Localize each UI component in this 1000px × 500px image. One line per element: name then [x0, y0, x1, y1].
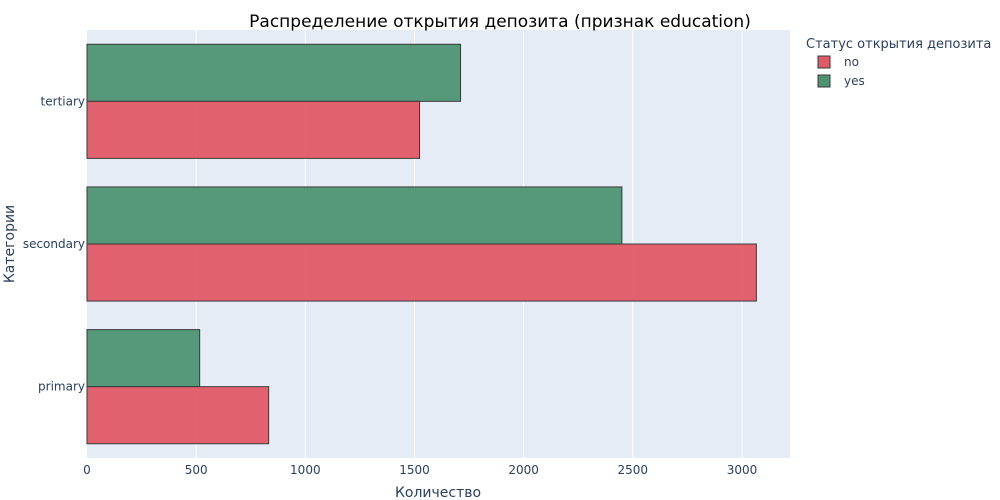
legend-label-yes: yes — [844, 74, 865, 88]
y-tick-label: primary — [38, 380, 85, 394]
bars — [86, 43, 757, 445]
x-tick-label: 2500 — [618, 463, 649, 477]
bar-no-primary — [86, 386, 270, 445]
legend-label-no: no — [844, 55, 859, 69]
bar-yes-primary — [86, 329, 201, 388]
x-ticks: 0 500 1000 1500 2000 2500 3000 — [83, 463, 757, 477]
legend-swatch-yes — [817, 74, 831, 88]
bar-no-tertiary — [86, 100, 421, 159]
y-ticks: primary secondary tertiary — [23, 94, 85, 393]
legend-swatch-no — [817, 55, 831, 69]
x-tick-label: 1500 — [399, 463, 430, 477]
x-tick-label: 1000 — [290, 463, 321, 477]
bar-yes-secondary — [86, 186, 623, 245]
x-tick-label: 500 — [185, 463, 208, 477]
x-tick-label: 0 — [83, 463, 91, 477]
x-tick-label: 3000 — [727, 463, 758, 477]
legend: Статус открытия депозита no yes — [806, 37, 991, 88]
y-tick-label: secondary — [23, 237, 85, 251]
chart-title: Распределение открытия депозита (признак… — [249, 12, 751, 32]
legend-title: Статус открытия депозита — [806, 37, 991, 52]
x-axis-title: Количество — [395, 485, 481, 500]
x-tick-label: 2000 — [508, 463, 539, 477]
bar-no-secondary — [86, 243, 757, 302]
y-axis-title: Категории — [2, 205, 18, 283]
bar-yes-tertiary — [86, 43, 462, 102]
y-tick-label: tertiary — [41, 94, 85, 108]
